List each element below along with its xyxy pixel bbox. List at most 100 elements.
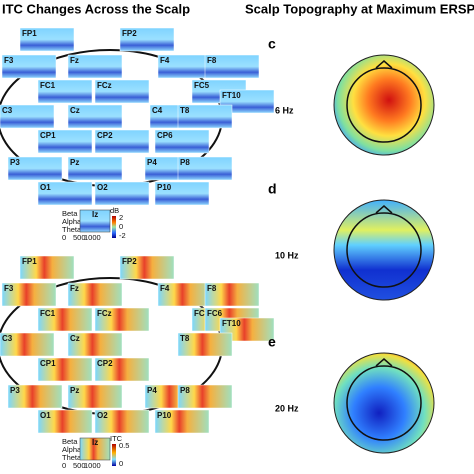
legend-row: Theta (62, 225, 82, 234)
electrode-tile (1, 282, 57, 307)
electrode-label: CP2 (97, 359, 113, 368)
electrode-label: P4 (147, 386, 157, 395)
electrode-tile (7, 156, 63, 181)
colorbar-tick: 0 (119, 222, 123, 231)
topography (333, 54, 435, 156)
electrode-tile (37, 307, 93, 332)
head-outline (346, 365, 422, 441)
topography (333, 352, 435, 454)
electrode-label: C3 (2, 334, 13, 343)
electrode-label: FCz (97, 309, 112, 318)
electrode-tile (94, 181, 150, 206)
nose (375, 205, 393, 214)
electrode-tile (67, 156, 123, 181)
panel-label: e (268, 334, 276, 350)
electrode-label: Pz (70, 386, 79, 395)
nose (375, 60, 393, 69)
electrode-label: F8 (207, 56, 217, 65)
electrode-label: C4 (152, 106, 163, 115)
electrode-tile (177, 104, 233, 129)
electrode-tile (19, 27, 75, 52)
electrode-tile (19, 255, 75, 280)
electrode-tile (37, 181, 93, 206)
x-tick-label: 500 (73, 461, 86, 470)
electrode-label: P4 (147, 158, 157, 167)
electrode-label: T8 (180, 106, 190, 115)
electrode-tile (0, 332, 55, 357)
electrode-tile (94, 307, 150, 332)
x-tick-label: 0 (62, 233, 66, 242)
electrode-label: F4 (160, 284, 170, 293)
electrode-label: FC5 (194, 81, 210, 90)
electrode-tile (119, 27, 175, 52)
electrode-label: Fz (70, 284, 79, 293)
electrode-label: Cz (70, 334, 80, 343)
electrode-label: P10 (157, 411, 172, 420)
electrode-tile (177, 384, 233, 409)
electrode-tile (67, 384, 123, 409)
electrode-tile (67, 104, 123, 129)
electrode-tile (177, 156, 233, 181)
electrode-tile (94, 129, 150, 154)
electrode-label: Fz (70, 56, 79, 65)
electrode-label: O2 (97, 411, 108, 420)
electrode-label: F3 (4, 56, 14, 65)
electrode-tile (204, 282, 260, 307)
electrode-label: FC1 (40, 309, 56, 318)
electrode-tile (1, 54, 57, 79)
electrode-label: FP2 (122, 257, 137, 266)
electrode-label: FC5 (194, 309, 210, 318)
electrode-label: Pz (70, 158, 79, 167)
panel-label: c (268, 36, 276, 52)
electrode-label: C3 (2, 106, 13, 115)
colorbar (112, 216, 116, 238)
panel-label: d (268, 181, 277, 197)
electrode-label: FP1 (22, 29, 37, 38)
head-outline (346, 67, 422, 143)
colorbar-title: dB (110, 206, 119, 215)
electrode-tile (219, 317, 275, 342)
colorbar-tick: 2 (119, 213, 123, 222)
electrode-tile (37, 129, 93, 154)
legend-row: Alpha (62, 445, 82, 454)
electrode-tile (94, 409, 150, 434)
electrode-tile (0, 104, 55, 129)
electrode-label: CP1 (40, 359, 56, 368)
electrode-label: T8 (180, 334, 190, 343)
electrode-tile (154, 181, 210, 206)
electrode-label: O1 (40, 411, 51, 420)
electrode-tile (67, 282, 123, 307)
x-tick-label: 500 (73, 233, 86, 242)
electrode-label: P8 (180, 386, 190, 395)
electrode-label: P3 (10, 386, 20, 395)
electrode-label: P8 (180, 158, 190, 167)
frequency-label: 6 Hz (275, 105, 294, 115)
legend-tile (79, 437, 111, 461)
nose (375, 358, 393, 367)
electrode-tile (7, 384, 63, 409)
electrode-label: Cz (70, 106, 80, 115)
electrode-tile (119, 255, 175, 280)
legend-row: Theta (62, 453, 82, 462)
electrode-tile (204, 54, 260, 79)
electrode-tile (219, 89, 275, 114)
electrode-label: P3 (10, 158, 20, 167)
legend-row: Beta (62, 437, 78, 446)
heading: Scalp Topography at Maximum ERSP V (245, 1, 474, 16)
electrode-tile (177, 332, 233, 357)
electrode-label: O1 (40, 183, 51, 192)
legend-electrode: Iz (92, 210, 98, 219)
x-tick-label: 1000 (84, 233, 101, 242)
electrode-label: FCz (97, 81, 112, 90)
legend-row: Alpha (62, 217, 82, 226)
electrode-tile (37, 409, 93, 434)
electrode-tile (94, 357, 150, 382)
x-tick-label: 0 (62, 461, 66, 470)
electrode-label: FT10 (222, 91, 241, 100)
legend-electrode: Iz (92, 438, 98, 447)
topography (333, 199, 435, 301)
legend-tile (79, 209, 111, 233)
electrode-label: F4 (160, 56, 170, 65)
frequency-label: 10 Hz (275, 250, 299, 260)
